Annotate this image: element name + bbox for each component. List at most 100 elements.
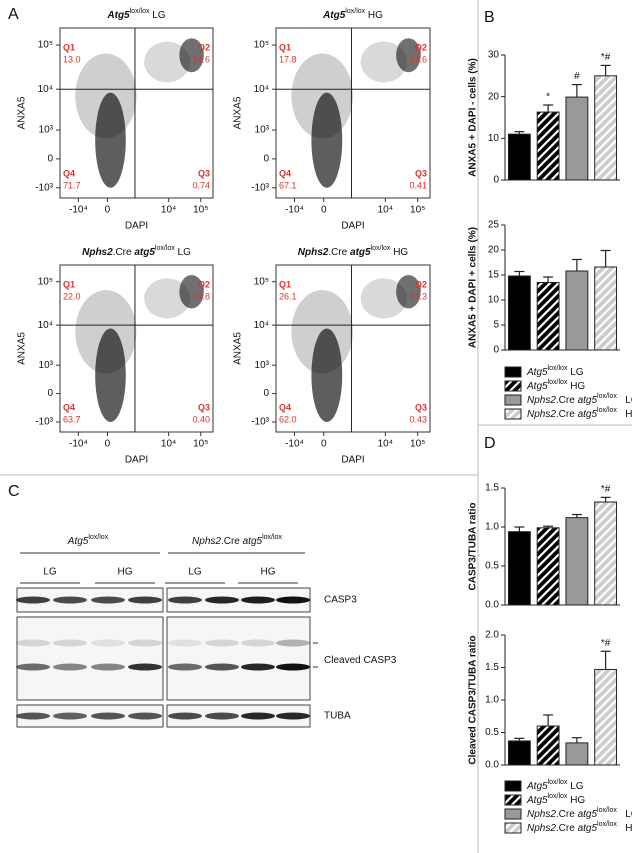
text-segment: HG: [617, 409, 632, 420]
quadrant-value: 0.41: [409, 180, 427, 190]
text-segment: lox/lox: [548, 779, 568, 786]
event-cloud: [179, 38, 204, 73]
band: [205, 663, 239, 671]
quadrant-value: 14.6: [409, 54, 427, 64]
text-segment: atg5: [578, 409, 598, 420]
bar: [536, 111, 560, 181]
y-tick-label: 10⁴: [38, 320, 53, 331]
bar: [536, 725, 560, 766]
text-segment: atg5: [350, 247, 371, 258]
event-cloud: [144, 41, 191, 83]
y-tick-label: 0: [47, 388, 53, 399]
band: [91, 663, 125, 671]
y-tick-label: 15: [488, 270, 500, 281]
event-cloud: [75, 53, 137, 139]
text-segment: .Cre: [556, 823, 578, 834]
x-tick-label: 0: [105, 439, 111, 450]
x-tick-label: 0: [321, 205, 327, 216]
bar: [565, 517, 589, 606]
text-segment: Atg5: [526, 781, 548, 792]
quadrant-value: 22.0: [63, 291, 81, 301]
y-axis-label: ANXA5: [233, 332, 244, 365]
band: [168, 596, 202, 604]
text-segment: lox/lox: [130, 8, 150, 15]
quadrant-value: 71.7: [63, 180, 81, 190]
y-axis-label: ANXA5: [233, 96, 244, 129]
text-segment: lox/lox: [371, 245, 391, 252]
band: [53, 596, 87, 604]
y-tick-label: 10³: [255, 125, 270, 136]
band: [16, 663, 50, 671]
text-segment: lox/lox: [597, 393, 617, 400]
band: [16, 596, 50, 604]
quadrant-value: 17.8: [279, 54, 297, 64]
x-tick-label: 10⁴: [378, 439, 393, 450]
x-tick-label: 10⁴: [161, 439, 176, 450]
bar: [594, 501, 618, 606]
x-tick-label: 10⁵: [410, 439, 425, 450]
row-label: CASP3: [324, 595, 357, 606]
text-segment: lox/lox: [548, 379, 568, 386]
x-tick-label: 10⁵: [193, 439, 208, 450]
annotation: *#: [601, 484, 611, 495]
lane-label: LG: [43, 567, 57, 578]
y-tick-label: 0: [263, 388, 269, 399]
group-label: Atg5lox/lox: [67, 534, 109, 546]
bar: [594, 668, 618, 766]
band: [128, 639, 162, 647]
text-segment: Atg5: [322, 10, 346, 21]
plot-title: Atg5lox/lox HG: [322, 8, 383, 20]
event-cloud: [311, 92, 343, 188]
band: [205, 712, 239, 720]
text-segment: lox/lox: [548, 365, 568, 372]
quadrant-name: Q2: [415, 42, 427, 52]
y-tick-label: 10³: [39, 125, 54, 136]
text-segment: HG: [567, 381, 585, 392]
text-segment: atg5: [243, 536, 263, 547]
band: [91, 712, 125, 720]
blot-frame: [166, 616, 311, 701]
blot-frame: [16, 616, 164, 701]
y-tick-label: 0.5: [485, 561, 499, 572]
y-axis-label: ANXA5: [17, 96, 28, 129]
y-axis-label: Cleaved CASP3/TUBA ratio: [468, 635, 479, 764]
text-segment: atg5: [578, 395, 598, 406]
text-segment: atg5: [578, 823, 598, 834]
y-tick-label: -10³: [35, 182, 53, 193]
lane-label: HG: [261, 567, 276, 578]
y-tick-label: 10⁵: [254, 276, 269, 287]
plot-frame: [275, 27, 431, 199]
event-cloud: [144, 278, 191, 319]
quadrant-name: Q4: [63, 168, 75, 178]
text-segment: HG: [567, 795, 585, 806]
legend-swatch: [504, 780, 522, 792]
legend-label: Atg5lox/lox HG: [526, 379, 585, 391]
quadrant-value: 67.1: [279, 180, 297, 190]
y-axis-label: ANXA5 + DAPI + cells (%): [468, 227, 479, 348]
quadrant-name: Q3: [415, 402, 427, 412]
panel-label: B: [484, 9, 495, 26]
y-tick-label: 0: [263, 154, 269, 165]
event-cloud: [95, 328, 126, 422]
text-segment: lox/lox: [597, 807, 617, 814]
text-segment: .Cre: [113, 247, 135, 258]
event-cloud: [179, 275, 204, 309]
y-tick-label: 10³: [39, 360, 54, 371]
text-segment: Atg5: [106, 10, 130, 21]
y-tick-label: 1.0: [485, 695, 499, 706]
y-tick-label: 0.0: [485, 760, 499, 771]
text-segment: Atg5: [526, 367, 548, 378]
text-segment: LG: [617, 395, 632, 406]
band: [276, 639, 310, 647]
plot-frame: [275, 264, 431, 433]
text-segment: LG: [567, 781, 583, 792]
quadrant-name: Q4: [63, 402, 75, 412]
quadrant-value: 11.3: [410, 291, 427, 301]
x-tick-label: 0: [105, 205, 111, 216]
quadrant-name: Q4: [279, 168, 291, 178]
band: [276, 663, 310, 671]
band: [128, 596, 162, 604]
bar: [565, 742, 589, 766]
y-tick-label: -10³: [35, 417, 53, 428]
